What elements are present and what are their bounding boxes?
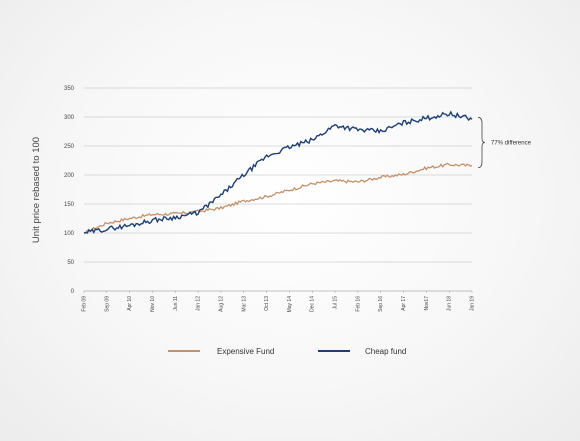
x-axis-ticks: Feb 09 Sep 09 Apr 10 Nov 10 Jun 11 Jan 12 Aug …	[82, 291, 476, 312]
cheap-fund-line	[83, 110, 473, 234]
x-tick-label: Jan 12	[196, 296, 202, 311]
x-tick-label: Jun 18	[447, 296, 453, 311]
x-tick-label: Sep 16	[378, 296, 384, 312]
difference-brace	[477, 116, 486, 169]
x-tick-label: Dec 14	[310, 296, 316, 312]
x-tick-label: Nov 10	[150, 296, 156, 312]
y-tick-label: 200	[64, 173, 75, 179]
x-tick-label: Jan 19	[470, 296, 476, 311]
x-tick-label: Nov17	[424, 296, 430, 311]
y-tick-label: 50	[67, 260, 74, 266]
legend-label-cheap: Cheap fund	[365, 347, 406, 356]
x-tick-label: Sep 09	[104, 296, 110, 312]
grid-lines	[84, 87, 472, 292]
y-tick-label: 350	[64, 86, 75, 92]
x-tick-label: Apr 10	[127, 296, 133, 311]
y-tick-label: 0	[71, 289, 75, 295]
x-tick-label: Oct 13	[264, 296, 270, 311]
x-tick-label: Feb 16	[355, 296, 361, 312]
x-tick-label: Jun 11	[173, 296, 179, 311]
x-tick-label: Apr 17	[401, 296, 407, 311]
x-tick-label: Aug 12	[218, 296, 224, 312]
x-tick-label: Feb 09	[82, 296, 88, 312]
expensive-fund-line	[83, 162, 473, 234]
y-axis-ticks: 0 50 100 150 200 250 300 350	[64, 86, 75, 295]
x-tick-label: Mar 13	[241, 296, 247, 312]
x-tick-label: May 14	[287, 296, 293, 313]
y-tick-label: 100	[64, 231, 75, 237]
y-axis-label: Unit price rebased to 100	[31, 137, 42, 243]
legend: Expensive Fund Cheap fund	[168, 347, 406, 356]
x-tick-label: Jul 15	[333, 296, 339, 310]
y-tick-label: 300	[64, 115, 75, 121]
y-tick-label: 150	[64, 202, 75, 208]
legend-label-expensive: Expensive Fund	[217, 347, 274, 356]
y-tick-label: 250	[64, 144, 75, 150]
difference-annotation: 77% difference	[491, 141, 532, 147]
